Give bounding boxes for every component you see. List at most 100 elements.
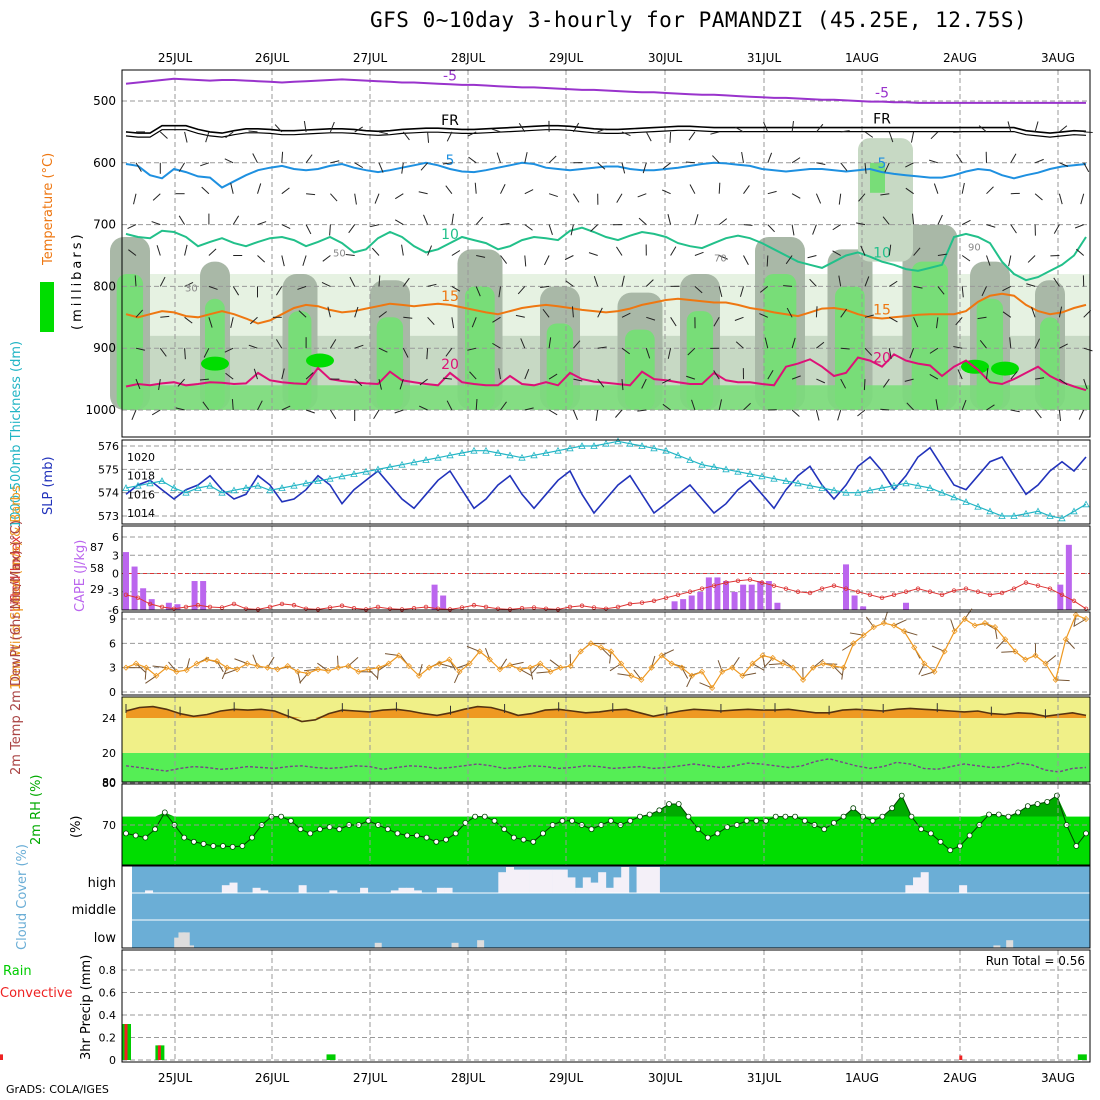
wind-barb: [694, 286, 703, 294]
wind-barb: [735, 126, 744, 133]
cape-bar: [723, 581, 729, 610]
wind-barb: [905, 162, 914, 168]
wind-barb: [402, 347, 409, 358]
rh2m-marker: [452, 830, 459, 837]
wind-barb: [151, 221, 161, 226]
li-marker: [627, 601, 633, 607]
precip-tick-label: 0.2: [99, 1032, 117, 1045]
thickness-marker: [494, 449, 502, 456]
rh-plume-moist: [465, 286, 495, 410]
rh2m-marker: [462, 820, 469, 826]
temp2m-axis-label: 2m Temp 2m DewPt (6hr Min/Max) (°C): [9, 520, 24, 775]
rh2m-marker: [132, 832, 139, 839]
thickness-marker: [314, 477, 322, 484]
rh2m-marker: [1005, 813, 1012, 820]
wind-speed-marker: [1002, 636, 1009, 643]
wind-speed-marker: [375, 664, 382, 671]
wind-barb: [571, 306, 574, 318]
thickness-marker: [254, 481, 262, 489]
thickness-axis-label: 1000-500mb Thickness (dm): [9, 341, 24, 528]
cape-bar: [131, 566, 138, 610]
wind-barb: [225, 372, 234, 380]
cloud-high-bar: [913, 877, 922, 893]
thickness-marker: [206, 481, 214, 489]
li-marker: [711, 583, 717, 588]
wind-barb: [371, 247, 380, 256]
wind-barb: [248, 344, 258, 349]
thickness-marker: [698, 460, 706, 468]
wind-barb: [815, 193, 822, 204]
cloud-high-bar: [552, 869, 561, 893]
li-marker: [543, 606, 549, 611]
isotherm-label: 10: [441, 227, 459, 243]
wind-barb: [662, 403, 671, 411]
thickness-marker: [602, 439, 610, 447]
wind-barb: [667, 348, 672, 359]
isotherm-label: 5: [878, 156, 887, 172]
wind-speed-marker: [840, 664, 847, 671]
thickness-marker: [938, 488, 946, 496]
thickness-marker: [662, 446, 670, 454]
wind-barb: [135, 309, 144, 318]
cloud-high-bar: [567, 877, 576, 893]
wind-barb: [1083, 378, 1088, 390]
wind-barb: [378, 131, 388, 135]
wind-barb: [1078, 409, 1085, 420]
wind-barb: [446, 400, 453, 411]
wind-barb: [135, 347, 145, 351]
rh2m-marker: [433, 838, 440, 845]
wind-barb: [205, 131, 210, 143]
wind-barb: [394, 409, 404, 414]
thickness-marker: [962, 498, 970, 505]
rh-max-blob: [306, 353, 334, 368]
thickness-marker: [710, 463, 718, 470]
thickness-marker: [542, 449, 550, 456]
rh2m-marker: [249, 834, 255, 841]
wind-speed-marker: [284, 662, 291, 670]
wind-speed-marker: [133, 660, 140, 667]
precip-tick-label: 0.4: [99, 1009, 117, 1022]
rh2m-marker: [821, 826, 828, 833]
rh-max-blob: [201, 356, 229, 371]
li-marker: [531, 605, 537, 610]
thickness-marker: [758, 472, 766, 480]
rh2m-marker: [414, 832, 420, 839]
wind-barb: [378, 162, 384, 173]
li-marker: [759, 580, 765, 585]
thickness-line: [125, 440, 1087, 519]
wind-barb: [791, 409, 800, 417]
wind-barb: [467, 347, 477, 351]
rh2m-marker: [879, 813, 886, 820]
wind-barb: [764, 337, 769, 349]
wind-barb: [476, 255, 486, 258]
wind-barb: [225, 131, 234, 139]
thickness-marker: [350, 470, 358, 477]
wind-barb: [815, 409, 820, 421]
wind-speed-marker: [971, 622, 978, 629]
wind-tick-label: 3: [109, 662, 116, 675]
cloud-high-bar: [582, 877, 591, 893]
wind-barb: [281, 224, 291, 229]
cloud-background: [132, 866, 1090, 948]
precip-convective-bar: [157, 1045, 161, 1060]
wind-barb: [791, 375, 801, 380]
wind-barb: [858, 193, 866, 202]
cape-tick-label: 87: [90, 541, 104, 554]
wind-speed-marker: [739, 672, 746, 679]
wind-barb: [638, 217, 647, 225]
cape-bar: [200, 581, 207, 610]
wind-barb: [127, 224, 137, 229]
date-label-bottom: 1AUG: [845, 1071, 879, 1085]
li-tick-label: 0: [112, 568, 119, 581]
slp-tick-label: 1016: [127, 488, 155, 501]
wind-barb: [1010, 224, 1017, 234]
isotherm-label: 20: [441, 357, 459, 373]
li-marker: [867, 592, 873, 597]
wind-barb: [597, 162, 606, 170]
wind-barb: [955, 316, 963, 326]
wind-speed-marker: [547, 668, 554, 675]
thickness-marker: [146, 479, 154, 487]
cape-bar: [1065, 544, 1072, 610]
thickness-marker: [242, 484, 250, 491]
wind-barb: [1034, 338, 1041, 349]
